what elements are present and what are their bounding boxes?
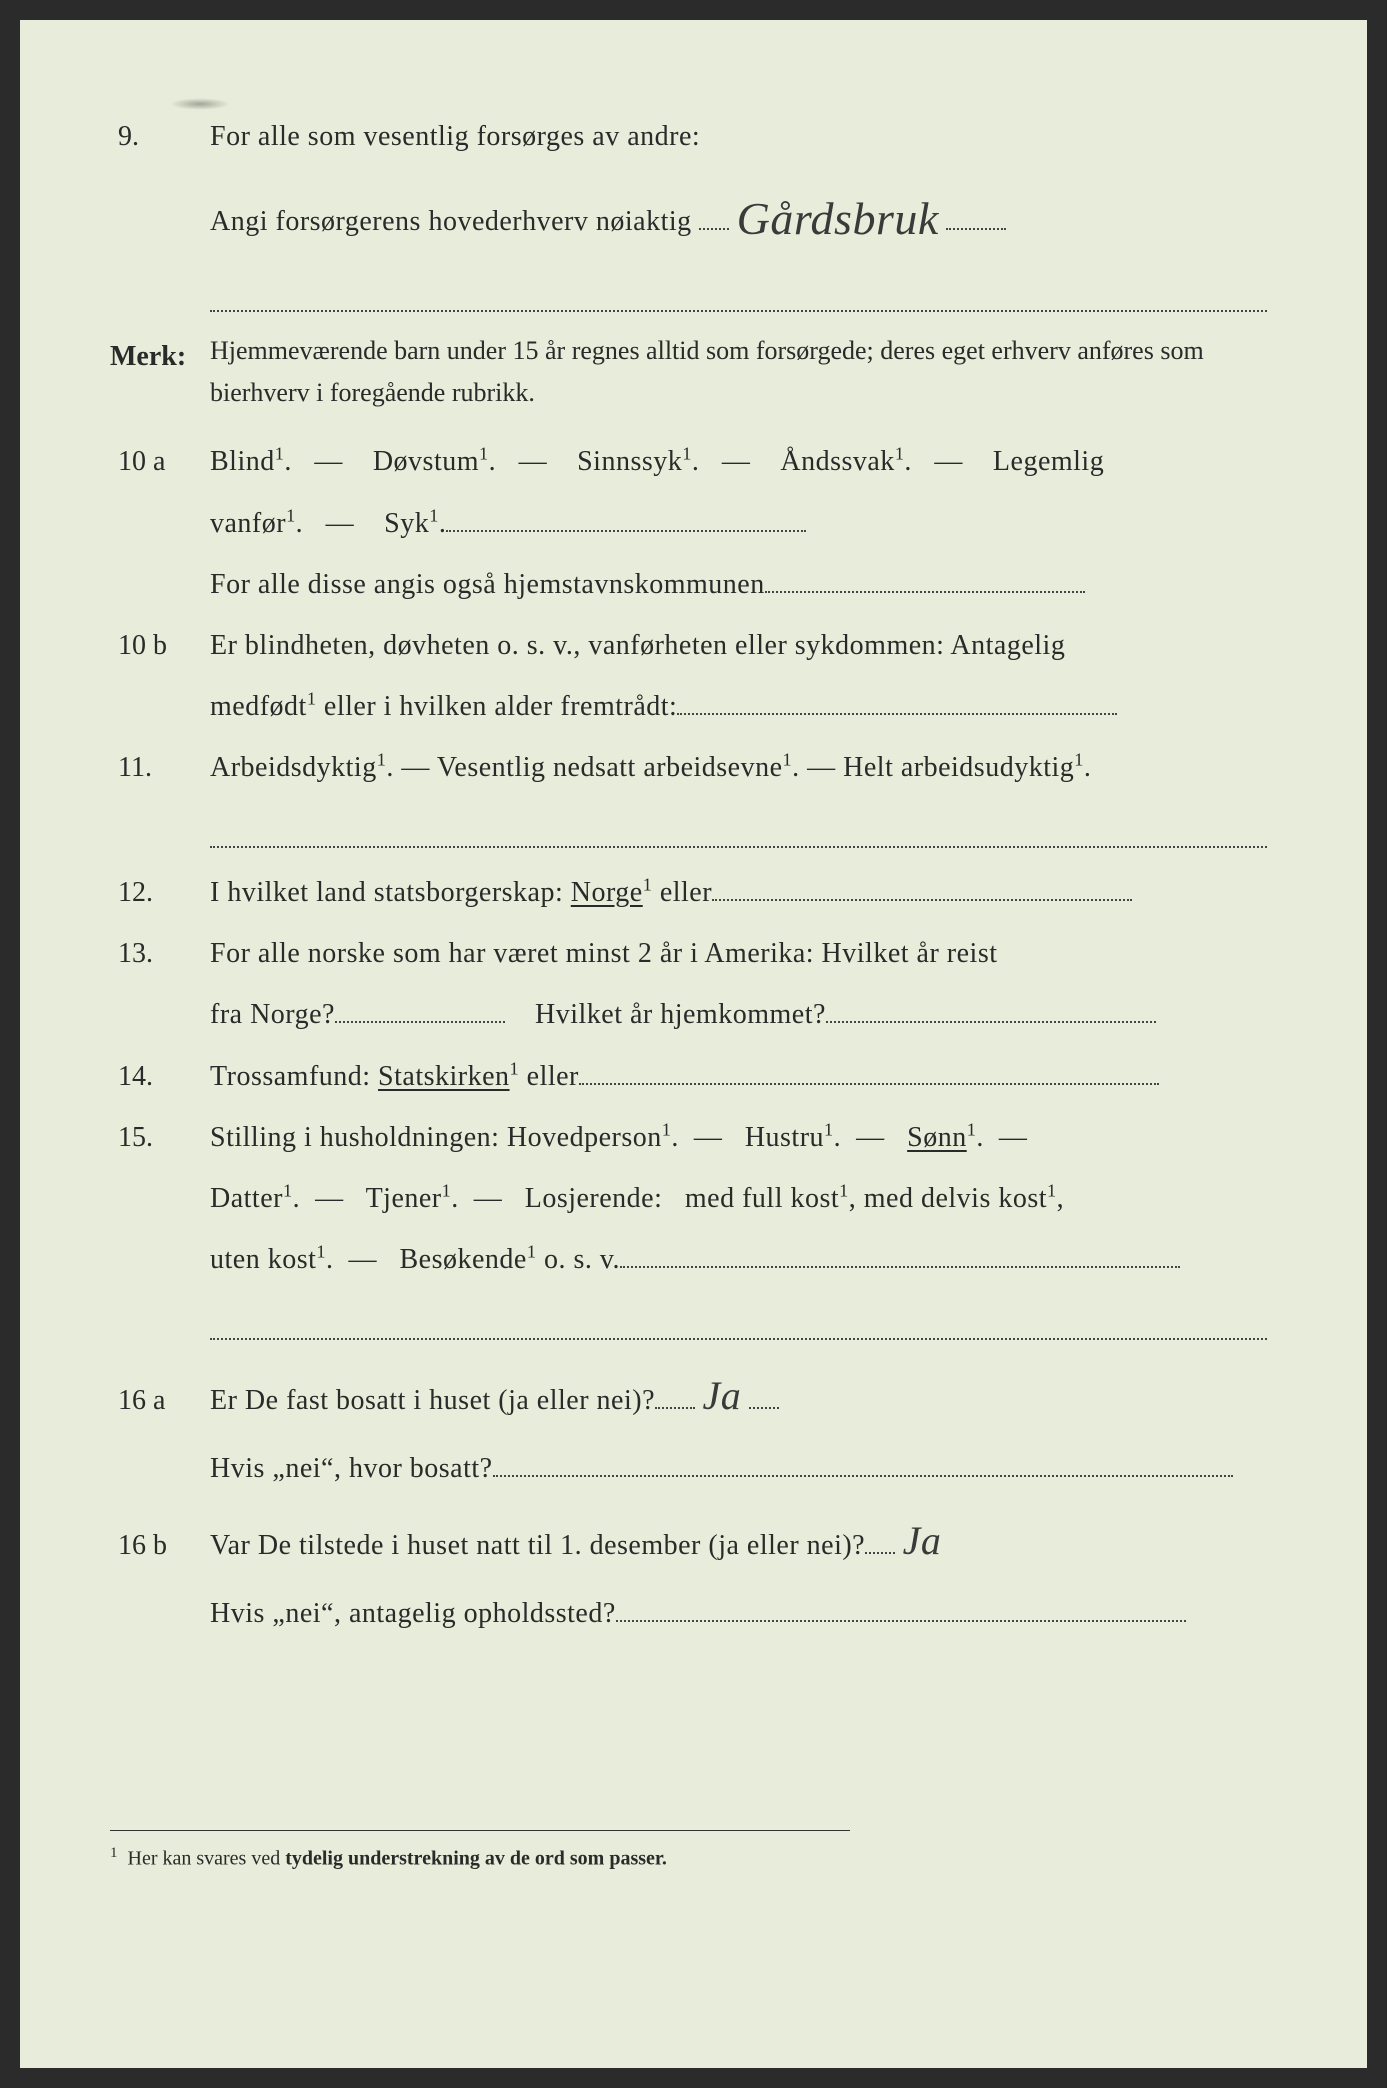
census-form-page: 9. For alle som vesentlig forsørges av a… (20, 20, 1367, 2068)
question-16b-cont: Hvis „nei“, antagelig opholdssted? (110, 1587, 1267, 1640)
question-9-row1: 9. For alle som vesentlig forsørges av a… (110, 110, 1267, 163)
q10b-line1: Er blindheten, døvheten o. s. v., vanfør… (210, 619, 1267, 672)
note-row: Merk: Hjemmeværende barn under 15 år reg… (110, 330, 1267, 413)
q13-number: 13. (110, 927, 210, 980)
divider-line (210, 1306, 1267, 1340)
question-15-cont1: Datter1. — Tjener1. — Losjerende: med fu… (110, 1172, 1267, 1225)
divider-line (210, 279, 1267, 313)
question-10b: 10 b Er blindheten, døvheten o. s. v., v… (110, 619, 1267, 672)
q16a-number: 16 a (110, 1374, 210, 1427)
q10b-number: 10 b (110, 619, 210, 672)
q15-selected-option: Sønn (907, 1122, 967, 1153)
divider-line (210, 814, 1267, 848)
question-9-row2: Angi forsørgerens hovederhverv nøiaktig … (110, 171, 1267, 258)
merk-text: Hjemmeværende barn under 15 år regnes al… (210, 330, 1267, 413)
q9-number: 9. (110, 110, 210, 163)
q12-number: 12. (110, 866, 210, 919)
question-11: 11. Arbeidsdyktig1. — Vesentlig nedsatt … (110, 741, 1267, 794)
q14-number: 14. (110, 1050, 210, 1103)
q10a-number: 10 a (110, 435, 210, 488)
q11-options: Arbeidsdyktig1. — Vesentlig nedsatt arbe… (210, 741, 1267, 794)
question-15: 15. Stilling i husholdningen: Hovedperso… (110, 1111, 1267, 1164)
question-13-cont: fra Norge? Hvilket år hjemkommet? (110, 988, 1267, 1041)
merk-label: Merk: (110, 330, 210, 413)
question-12: 12. I hvilket land statsborgerskap: Norg… (110, 866, 1267, 919)
question-16a-cont: Hvis „nei“, hvor bosatt? (110, 1442, 1267, 1495)
paper-smudge (170, 98, 230, 110)
q11-number: 11. (110, 741, 210, 794)
q13-line1: For alle norske som har været minst 2 år… (210, 927, 1267, 980)
question-10a: 10 a Blind1. — Døvstum1. — Sinnssyk1. — … (110, 435, 1267, 488)
q9-handwritten-answer: Gårdsbruk (737, 175, 939, 262)
q16a-handwritten-answer: Ja (703, 1358, 742, 1434)
question-10a-line2: For alle disse angis også hjemstavnskomm… (110, 558, 1267, 611)
question-16b: 16 b Var De tilstede i huset natt til 1.… (110, 1503, 1267, 1579)
footnote: 1 Her kan svares ved tydelig understrekn… (110, 1830, 850, 1878)
q9-line1: For alle som vesentlig forsørges av andr… (210, 110, 1267, 163)
q10a-options: Blind1. — Døvstum1. — Sinnssyk1. — Åndss… (210, 435, 1267, 488)
question-13: 13. For alle norske som har været minst … (110, 927, 1267, 980)
q15-number: 15. (110, 1111, 210, 1164)
question-10b-cont: medfødt1 eller i hvilken alder fremtrådt… (110, 680, 1267, 733)
q14-selected-option: Statskirken (378, 1061, 510, 1092)
q9-line2: Angi forsørgerens hovederhverv nøiaktig … (210, 171, 1267, 258)
question-16a: 16 a Er De fast bosatt i huset (ja eller… (110, 1358, 1267, 1434)
question-15-cont2: uten kost1. — Besøkende1 o. s. v. (110, 1233, 1267, 1286)
q16b-number: 16 b (110, 1519, 210, 1572)
question-10a-cont: vanfør1. — Syk1. (110, 497, 1267, 550)
q16b-handwritten-answer: Ja (903, 1503, 942, 1579)
q12-selected-option: Norge (571, 877, 643, 908)
question-14: 14. Trossamfund: Statskirken1 eller (110, 1050, 1267, 1103)
